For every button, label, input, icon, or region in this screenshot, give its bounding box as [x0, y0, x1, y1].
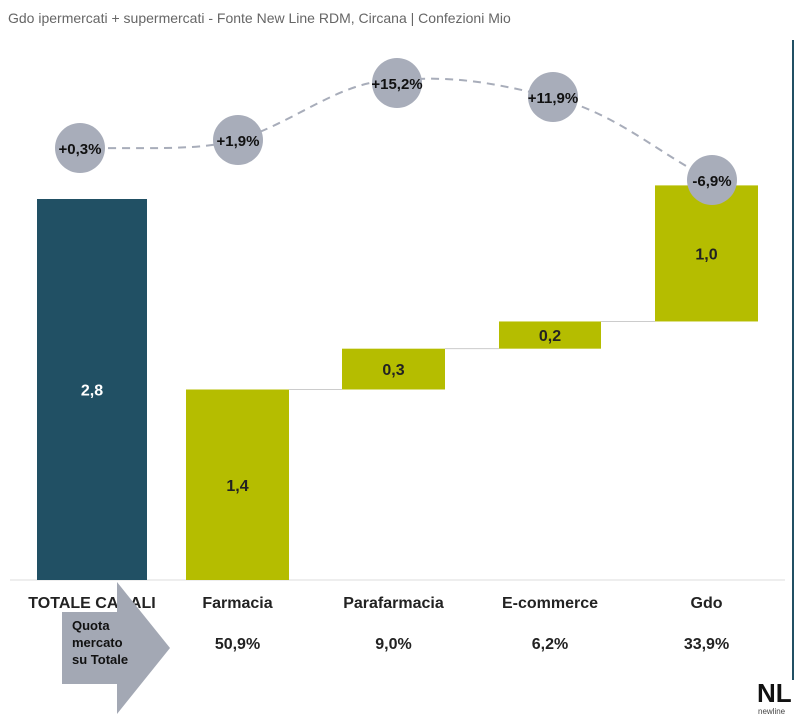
category-label-3: E-commerce: [502, 595, 598, 612]
share-value-0: 50,9%: [215, 636, 260, 653]
logo-mark: NL: [757, 678, 792, 708]
growth-label-0: +0,3%: [59, 141, 102, 158]
share-value-3: 33,9%: [684, 636, 729, 653]
growth-bubble-0: [55, 123, 105, 173]
bar-label-2: 0,3: [382, 362, 404, 379]
bar-label-0: 2,8: [81, 383, 103, 400]
category-label-4: Gdo: [691, 595, 723, 612]
bar-label-3: 0,2: [539, 328, 561, 345]
bar-1: [186, 389, 289, 580]
share-arrow: [62, 582, 170, 714]
share-value-2: 6,2%: [532, 636, 568, 653]
bar-4: [655, 185, 758, 322]
chart-title: Gdo ipermercati + supermercati - Fonte N…: [8, 10, 511, 26]
category-label-2: Parafarmacia: [343, 595, 444, 612]
logo-text: newline: [758, 707, 786, 716]
share-label-line: mercato: [72, 635, 123, 650]
growth-bubble-1: [213, 115, 263, 165]
growth-bubble-3: [528, 72, 578, 122]
growth-label-1: +1,9%: [217, 133, 260, 150]
bar-3: [499, 321, 601, 349]
bar-0: [37, 199, 147, 580]
bar-2: [342, 348, 445, 390]
share-label-line: su Totale: [72, 652, 128, 667]
bar-label-4: 1,0: [695, 246, 717, 263]
growth-bubble-2: [372, 58, 422, 108]
category-label-1: Farmacia: [202, 595, 272, 612]
growth-bubble-4: [687, 155, 737, 205]
share-label-line: Quota: [72, 618, 110, 633]
growth-label-3: +11,9%: [528, 90, 578, 107]
growth-label-2: +15,2%: [371, 76, 422, 93]
share-value-1: 9,0%: [375, 636, 411, 653]
growth-label-4: -6,9%: [692, 173, 731, 190]
bar-label-1: 1,4: [226, 478, 248, 495]
